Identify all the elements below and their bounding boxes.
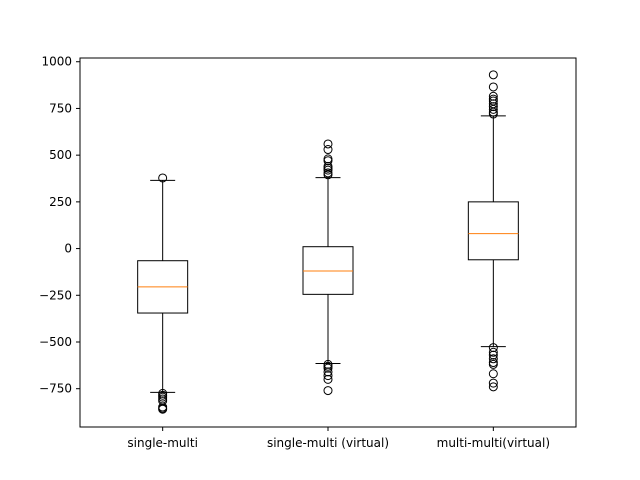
chart-axes: −750 −500 −250 0 250 500 750 1000 single-multi si… xyxy=(39,55,550,450)
y-tick-label: −750 xyxy=(39,382,72,396)
box-group xyxy=(302,139,354,396)
y-tick-label: 500 xyxy=(49,148,72,162)
outlier-point xyxy=(488,378,498,388)
outlier-point xyxy=(488,369,498,379)
outlier-point xyxy=(488,354,498,364)
outlier-point xyxy=(488,359,498,369)
y-tick-label: −500 xyxy=(39,335,72,349)
y-tick-label: 1000 xyxy=(41,55,72,69)
outlier-point xyxy=(488,91,498,101)
outlier-point xyxy=(323,374,333,384)
outlier-point xyxy=(323,386,333,396)
outlier-point xyxy=(488,382,498,392)
outlier-point xyxy=(323,367,333,377)
outlier-point xyxy=(488,82,498,92)
outlier-point xyxy=(323,371,333,381)
outlier-point xyxy=(488,343,498,353)
outlier-point xyxy=(158,404,168,414)
outlier-point xyxy=(323,363,333,373)
outlier-point xyxy=(488,70,498,80)
box-group xyxy=(467,70,519,392)
x-tick-label: single-multi (virtual) xyxy=(267,436,389,450)
x-tick-label: single-multi xyxy=(127,436,198,450)
outlier-point xyxy=(488,347,498,357)
y-tick-label: −250 xyxy=(39,288,72,302)
outlier-point xyxy=(323,161,333,171)
chart-marks xyxy=(137,70,519,414)
outlier-point xyxy=(488,350,498,360)
outlier-point xyxy=(323,168,333,178)
outlier-point xyxy=(488,102,498,112)
outlier-point xyxy=(323,154,333,164)
x-tick-label: multi-multi(virtual) xyxy=(437,436,550,450)
box-group xyxy=(137,173,189,414)
outlier-point xyxy=(158,173,168,183)
outlier-point xyxy=(323,145,333,155)
y-tick-label: 0 xyxy=(64,242,72,256)
outlier-point xyxy=(488,99,498,109)
y-tick-label: 750 xyxy=(49,101,72,115)
y-tick-label: 250 xyxy=(49,195,72,209)
outlier-point xyxy=(323,139,333,149)
outlier-point xyxy=(488,94,498,104)
iqr-box xyxy=(467,201,519,261)
